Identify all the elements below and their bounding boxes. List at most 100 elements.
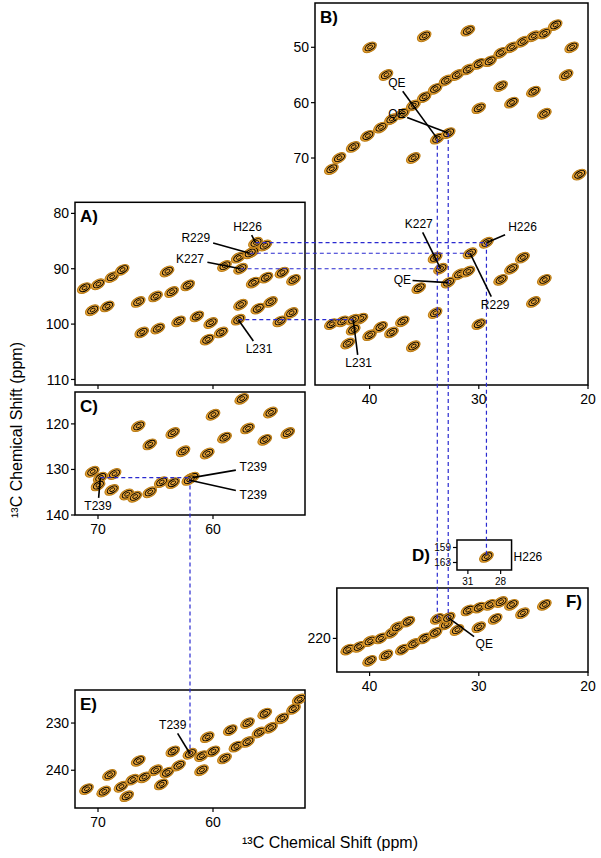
x-tick [478,385,479,389]
contour-inner [492,616,498,621]
y-tick-label: 90 [53,261,69,277]
contour-inner [153,767,159,772]
contour-outer [239,421,256,436]
contour-inner [199,753,205,758]
contour-outer [525,294,542,309]
contour-mid [528,86,541,97]
contour-inner [520,610,526,615]
contour-mid [506,599,519,610]
contour-outer [158,264,175,279]
peak [285,272,302,287]
contour-outer [174,444,191,459]
contour-inner [336,155,342,160]
contour-mid [205,317,218,328]
peak [89,277,106,292]
contour-inner [432,630,438,635]
contour-inner [95,482,101,487]
contour-outer [525,84,542,99]
y-tick-label: 220 [307,630,331,646]
y-tick [311,102,315,103]
peak [126,489,143,504]
peak [536,597,553,612]
contour-mid [265,296,278,307]
contour-inner [262,243,268,248]
peak [84,303,101,318]
contour-mid [538,108,551,119]
peak [147,289,164,304]
contour-inner [159,781,165,786]
contour-inner [542,277,548,282]
peak [98,299,115,314]
contour-outer [239,715,256,730]
contour-outer [282,305,299,320]
annotation-label: K227 [176,252,204,266]
peak [470,316,487,331]
contour-inner [263,275,269,280]
contour-mid [342,338,355,349]
x-tick [212,515,213,519]
x-tick-label: 31 [462,576,474,587]
link-line [256,242,487,243]
contour-inner [194,313,200,318]
y-tick [71,268,75,269]
contour-mid [235,299,248,310]
contour-inner [111,471,117,476]
peak [377,648,394,663]
contour-inner [233,744,239,749]
contour-outer [503,597,520,612]
contour-mid [451,624,464,635]
contour-inner [245,425,251,430]
contour-outer [232,297,249,312]
link-line [238,319,353,320]
contour-outer [415,29,432,44]
contour-inner [400,647,406,652]
contour-mid [506,263,519,274]
contour-inner [84,786,90,791]
contour-outer [130,753,147,768]
panel-frame [75,690,305,808]
contour-outer [164,425,181,440]
contour-outer [459,264,476,279]
peak [503,95,520,110]
peak [130,419,147,434]
contour-inner [432,86,438,91]
contour-outer [492,78,509,93]
contour-inner [90,307,96,312]
peak [330,150,347,165]
contour-inner [345,341,351,346]
annotation-pointer [403,91,438,138]
contour-outer [285,272,302,287]
peak [130,753,147,768]
peak [486,611,503,626]
contour-outer [557,67,574,82]
contour-outer [170,758,187,773]
peak [204,407,221,422]
contour-inner [476,321,482,326]
contour-mid [506,97,519,108]
annotation-label: L231 [345,356,372,370]
y-tick-label: 240 [46,762,70,778]
contour-inner [155,326,161,331]
contour-outer [84,303,101,318]
peak [174,444,191,459]
contour-inner [104,303,110,308]
contour-outer [193,763,210,778]
contour-outer [330,150,347,165]
annotation-label: T239 [84,499,112,513]
peak [113,262,130,277]
contour-outer [105,466,122,481]
contour-outer [257,270,274,285]
contour-mid [362,130,375,141]
contour-inner [268,299,274,304]
contour-outer [233,392,250,406]
peak [212,325,229,340]
contour-outer [536,106,553,121]
peak [188,309,205,324]
contour-mid [132,755,145,766]
contour-mid [161,266,174,277]
contour-outer [339,336,356,351]
contour-inner [416,285,422,290]
contour-inner [454,627,460,632]
contour-outer [279,425,296,440]
contour-inner [542,31,548,36]
